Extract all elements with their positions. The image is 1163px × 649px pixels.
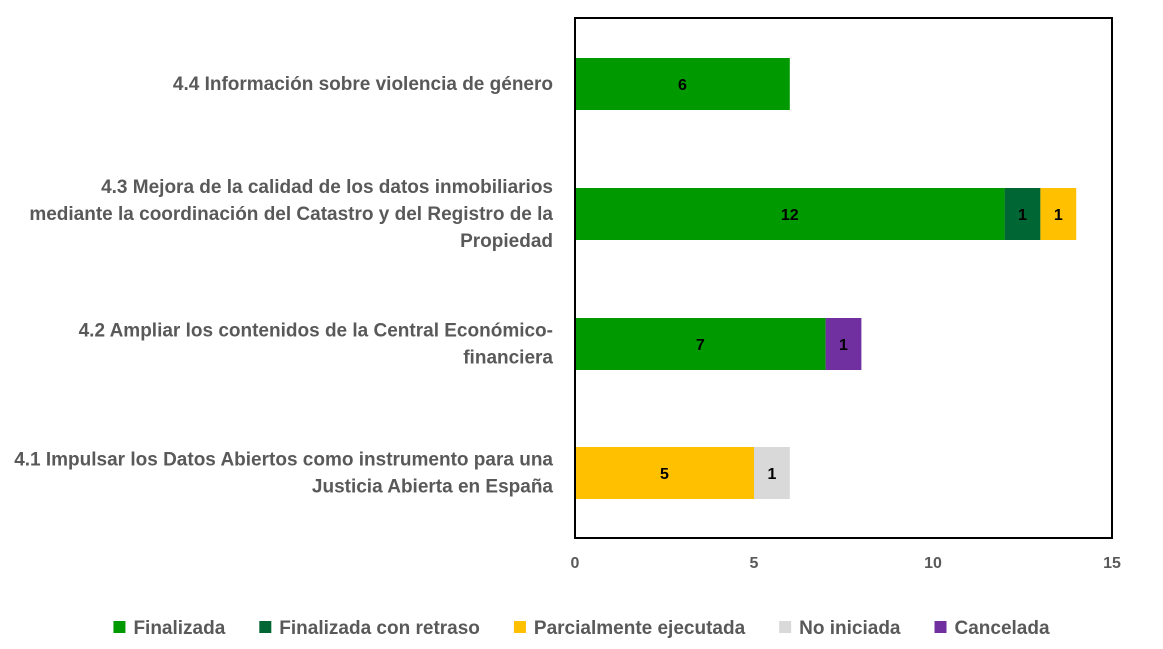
- bar-segment: [1004, 188, 1041, 240]
- legend-label: Finalizada con retraso: [279, 618, 480, 639]
- category-label-3: 4.2 Ampliar los contenidos de la Central…: [79, 321, 554, 369]
- bar-segment: [825, 318, 862, 370]
- legend-item: Finalizada: [113, 618, 226, 639]
- data-label: 7: [696, 337, 705, 354]
- category-label-2: 4.3 Mejora de la calidad de los datos in…: [29, 177, 553, 252]
- x-tick-label: 10: [924, 555, 942, 572]
- category-label-line: 4.4 Información sobre violencia de géner…: [173, 74, 553, 95]
- category-label-line: 4.2 Ampliar los contenidos de la Central…: [79, 321, 553, 342]
- legend-item: Finalizada con retraso: [259, 618, 480, 639]
- bar-segment: [575, 447, 754, 499]
- data-label: 6: [678, 77, 687, 94]
- category-label-4: 4.1 Impulsar los Datos Abiertos como ins…: [14, 450, 553, 498]
- x-tick-label: 15: [1103, 555, 1121, 572]
- x-axis-tick-labels: 0 5 10 15: [571, 555, 1121, 572]
- data-label: 1: [839, 337, 848, 354]
- bar-segment: [575, 58, 790, 110]
- bar-segment: [754, 447, 790, 499]
- legend-label: Cancelada: [955, 618, 1050, 639]
- legend-swatch: [113, 621, 126, 633]
- data-label: 12: [781, 207, 799, 224]
- bar-segment: [1040, 188, 1077, 240]
- legend-label: No iniciada: [799, 618, 901, 639]
- legend-swatch: [934, 621, 947, 633]
- data-label: 1: [767, 466, 776, 483]
- data-label: 1: [1018, 207, 1027, 224]
- category-label-line: Justicia Abierta en España: [312, 477, 554, 498]
- category-labels: 4.4 Información sobre violencia de géner…: [14, 74, 553, 498]
- x-tick-label: 5: [750, 555, 759, 572]
- plot-area-border: [574, 17, 1113, 539]
- legend-swatch: [259, 621, 272, 633]
- category-label-line: 4.1 Impulsar los Datos Abiertos como ins…: [14, 450, 553, 471]
- legend-swatch: [779, 621, 792, 633]
- legend-label: Parcialmente ejecutada: [534, 618, 746, 639]
- legend-swatch: [513, 621, 526, 633]
- category-label-line: financiera: [463, 348, 553, 369]
- bar-segment: [575, 188, 1005, 240]
- category-label-line: mediante la coordinación del Catastro y …: [29, 204, 553, 225]
- bars: 6 12 1 1 7 1 5 1: [575, 58, 1077, 499]
- legend-item: Cancelada: [934, 618, 1050, 639]
- legend-item: Parcialmente ejecutada: [513, 618, 746, 639]
- bar-segment: [575, 318, 826, 370]
- category-label-line: Propiedad: [460, 231, 553, 252]
- data-label: 5: [660, 466, 669, 483]
- legend-item: No iniciada: [779, 618, 901, 639]
- legend: Finalizada Finalizada con retraso Parcialm…: [113, 618, 1050, 639]
- category-label-line: 4.3 Mejora de la calidad de los datos in…: [101, 177, 553, 198]
- legend-label: Finalizada: [133, 618, 225, 639]
- x-tick-label: 0: [571, 555, 580, 572]
- category-label-1: 4.4 Información sobre violencia de géner…: [173, 74, 553, 95]
- data-label: 1: [1054, 207, 1063, 224]
